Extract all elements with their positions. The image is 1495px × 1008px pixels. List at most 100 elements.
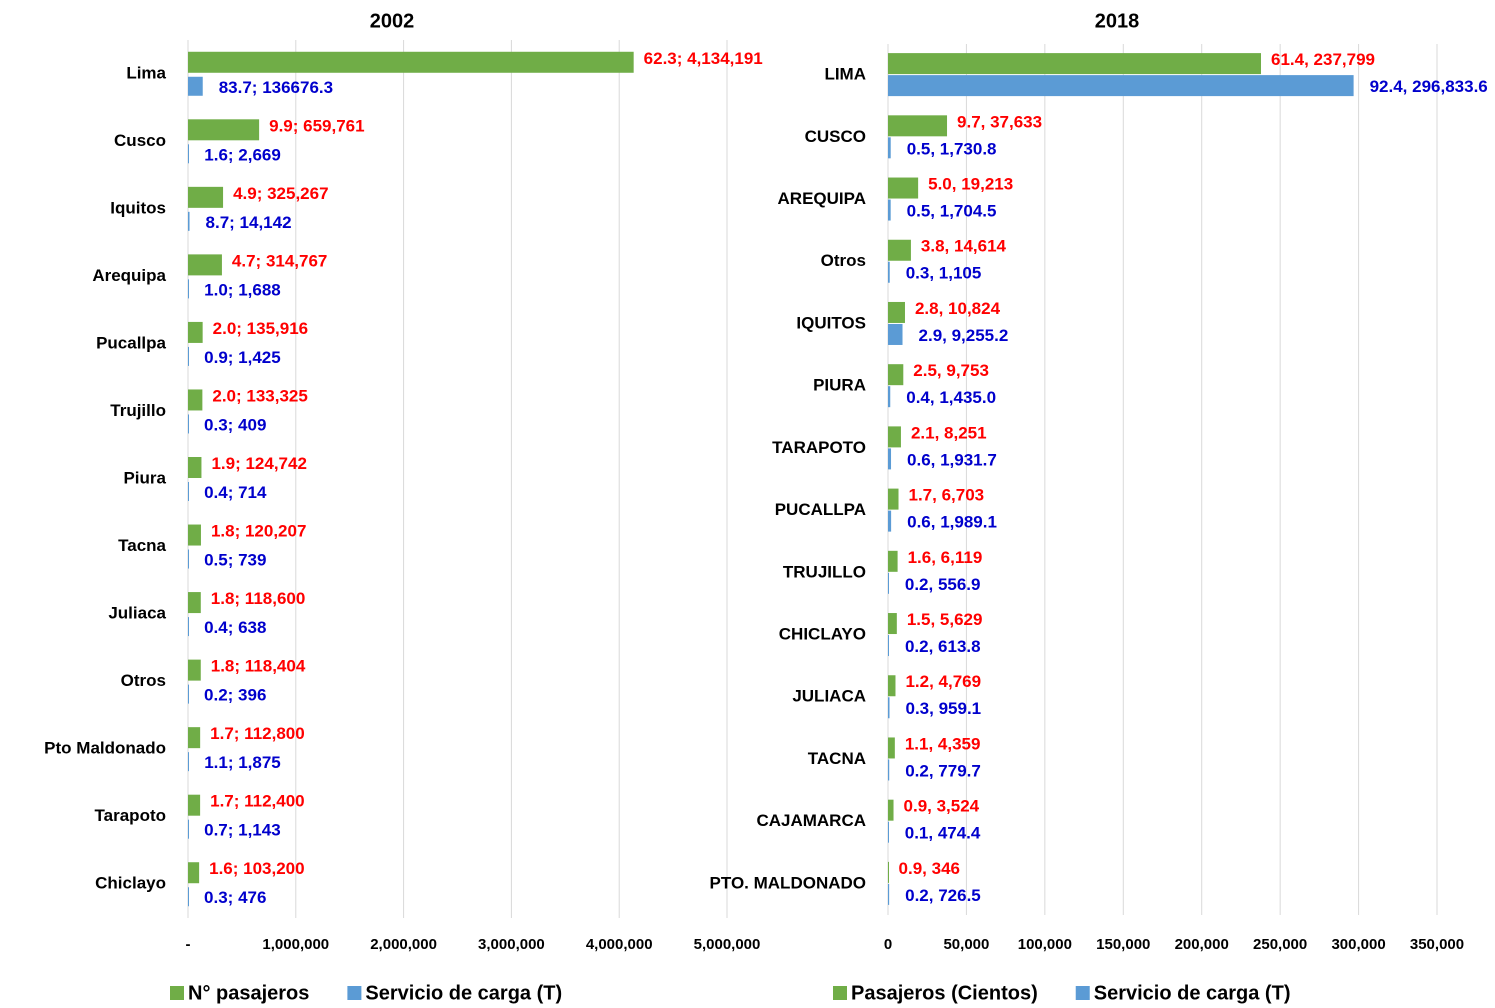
y-tick-label: TRUJILLO: [783, 562, 866, 581]
x-tick-label: 50,000: [943, 936, 989, 953]
data-label: 1.7; 112,400: [210, 792, 305, 811]
bar: [188, 819, 189, 839]
bar: [188, 414, 189, 434]
bar: [188, 684, 189, 704]
bar: [888, 613, 897, 635]
data-label: 1.6, 6,119: [908, 548, 983, 567]
bar: [888, 301, 905, 323]
data-label: 0.6, 1,989.1: [907, 513, 997, 532]
bar: [188, 51, 634, 73]
bar: [888, 137, 891, 159]
bar: [188, 592, 201, 614]
x-tick-label: 150,000: [1096, 936, 1150, 953]
y-tick-label: JULIACA: [792, 687, 866, 706]
chart-title: 2018: [1095, 10, 1140, 32]
data-label: 1.8; 120,207: [211, 522, 306, 541]
x-tick-label: -: [186, 936, 191, 953]
y-tick-label: CHICLAYO: [779, 625, 866, 644]
legend-label: Servicio de carga (T): [1094, 982, 1291, 1004]
data-label: 1.6; 2,669: [204, 145, 281, 164]
bar: [888, 199, 891, 221]
data-label: 0.5; 739: [204, 551, 266, 570]
legend-swatch: [833, 986, 847, 1000]
data-label: 0.7; 1,143: [204, 821, 281, 840]
legend-swatch: [347, 986, 362, 1000]
data-label: 0.2, 556.9: [905, 575, 981, 594]
bar: [188, 862, 200, 884]
data-label: 0.3; 476: [204, 888, 266, 907]
data-label: 1.8; 118,600: [211, 589, 306, 608]
bar: [188, 389, 203, 411]
bar: [188, 279, 189, 299]
data-label: 0.2; 396: [204, 686, 266, 705]
bar: [188, 346, 189, 366]
data-label: 0.1, 474.4: [905, 824, 981, 843]
bar: [888, 53, 1262, 75]
data-label: 0.2, 726.5: [905, 886, 981, 905]
y-tick-label: CUSCO: [805, 127, 866, 146]
bar: [188, 549, 189, 569]
data-label: 5.0, 19,213: [928, 175, 1013, 194]
data-label: 0.5, 1,730.8: [907, 139, 997, 158]
x-tick-label: 5,000,000: [694, 936, 761, 953]
bar: [188, 752, 189, 772]
y-tick-label: PTO. MALDONADO: [710, 873, 866, 892]
data-label: 4.9; 325,267: [233, 184, 328, 203]
y-tick-label: PIURA: [813, 376, 866, 395]
bar: [188, 119, 260, 141]
y-tick-label: Arequipa: [92, 266, 166, 285]
bar: [888, 635, 889, 657]
bar: [188, 254, 222, 276]
x-tick-label: 300,000: [1331, 936, 1385, 953]
bar: [188, 144, 189, 164]
data-label: 0.3, 959.1: [906, 699, 982, 718]
y-tick-label: Piura: [123, 468, 166, 487]
data-label: 0.2, 613.8: [905, 637, 981, 656]
bar: [888, 75, 1354, 97]
data-label: 0.4; 714: [204, 483, 267, 502]
y-tick-label: Otros: [121, 671, 166, 690]
bar: [888, 799, 894, 821]
data-label: 92.4, 296,833.6: [1370, 77, 1488, 96]
x-tick-label: 250,000: [1253, 936, 1307, 953]
data-label: 1.2, 4,769: [905, 672, 981, 691]
bar: [888, 115, 948, 137]
y-tick-label: Chiclayo: [95, 874, 166, 893]
bar: [188, 524, 201, 546]
legend-label: Servicio de carga (T): [365, 982, 562, 1004]
y-tick-label: Lima: [126, 63, 166, 82]
y-tick-label: Tacna: [118, 536, 166, 555]
bar: [888, 883, 890, 905]
chart-title: 2002: [370, 10, 415, 32]
data-label: 62.3; 4,134,191: [644, 49, 763, 68]
data-label: 2.5, 9,753: [913, 361, 989, 380]
legend-swatch: [170, 986, 184, 1000]
y-tick-label: PUCALLPA: [775, 500, 866, 519]
bar: [888, 675, 896, 697]
bar: [888, 572, 889, 594]
y-tick-label: Trujillo: [110, 401, 166, 420]
y-tick-label: TARAPOTO: [772, 438, 866, 457]
data-label: 9.9; 659,761: [269, 116, 364, 135]
x-tick-label: 100,000: [1018, 936, 1072, 953]
data-label: 1.7, 6,703: [909, 486, 985, 505]
bar: [188, 482, 189, 501]
data-label: 1.1, 4,359: [905, 734, 981, 753]
bar: [188, 76, 203, 96]
data-label: 2.1, 8,251: [911, 423, 987, 442]
y-tick-label: CAJAMARCA: [756, 811, 866, 830]
data-label: 2.8, 10,824: [915, 299, 1001, 318]
bar: [888, 697, 890, 719]
y-tick-label: Otros: [821, 251, 866, 270]
x-tick-label: 350,000: [1410, 936, 1464, 953]
x-tick-label: 2,000,000: [370, 936, 437, 953]
data-label: 1.0; 1,688: [204, 280, 281, 299]
data-label: 4.7; 314,767: [232, 251, 327, 270]
bar: [188, 659, 201, 681]
y-tick-label: Juliaca: [108, 604, 166, 623]
bar: [188, 211, 190, 231]
data-label: 0.9; 1,425: [204, 348, 281, 367]
data-label: 0.3, 1,105: [906, 264, 982, 283]
y-tick-label: IQUITOS: [796, 313, 866, 332]
